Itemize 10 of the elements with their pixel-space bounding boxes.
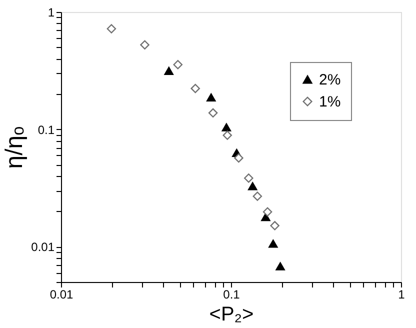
y-tick-label: 1 — [48, 6, 55, 20]
legend-label: 1% — [319, 94, 341, 110]
legend-label: 2% — [319, 72, 341, 88]
y-axis-title: η/ηₒ — [1, 126, 28, 169]
y-tick-label: 0.01 — [31, 240, 55, 254]
y-tick-label: 0.1 — [38, 122, 55, 137]
x-axis-title: <P₂> — [209, 304, 254, 326]
x-tick-label: 1 — [398, 288, 406, 302]
x-tick-label: 0.1 — [223, 288, 240, 302]
x-tick-label: 0.01 — [50, 288, 74, 302]
